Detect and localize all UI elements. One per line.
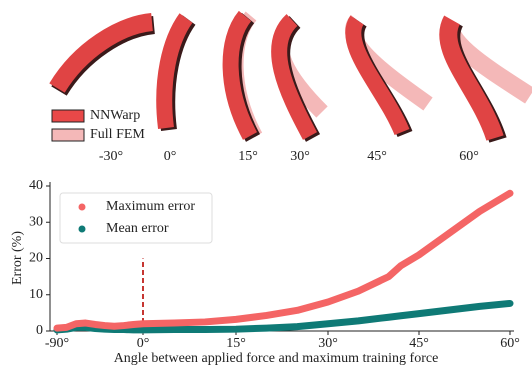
figure: NNWarp Full FEM -30° 0° 15° 30° 45° 60° … xyxy=(0,0,532,371)
y-tick-label: 10 xyxy=(29,287,43,302)
legend-label: Maximum error xyxy=(106,199,195,214)
legend-label: Full FEM xyxy=(90,127,145,142)
angle-label: 0° xyxy=(164,149,177,164)
x-axis-label: Angle between applied force and maximum … xyxy=(114,351,439,366)
x-tick-label: -90° xyxy=(45,336,69,351)
legend-swatch xyxy=(52,110,84,122)
legend-label: Mean error xyxy=(106,221,169,236)
x-tick-label: 30° xyxy=(318,336,338,351)
legend-label: NNWarp xyxy=(90,108,140,123)
y-tick-label: 20 xyxy=(29,251,43,266)
x-tick-label: 45° xyxy=(409,336,429,351)
angle-label: 45° xyxy=(367,149,387,164)
page: {"figure_panel": {"labels": ["-30°", "0°… xyxy=(0,0,532,371)
y-axis-label: Error (%) xyxy=(10,231,25,285)
angle-label: 30° xyxy=(290,149,310,164)
legend-marker xyxy=(79,226,86,233)
x-tick-label: 60° xyxy=(500,336,520,351)
angle-label: 15° xyxy=(238,149,258,164)
x-tick-label: 0° xyxy=(137,336,150,351)
legend-swatch xyxy=(52,129,84,141)
angle-label: -30° xyxy=(99,149,123,164)
y-tick-label: 30 xyxy=(29,214,43,229)
x-tick-label: 15° xyxy=(226,336,246,351)
y-tick-label: 40 xyxy=(29,178,43,193)
legend-marker xyxy=(79,204,86,211)
y-tick-label: 0 xyxy=(36,323,43,338)
angle-label: 60° xyxy=(459,149,479,164)
